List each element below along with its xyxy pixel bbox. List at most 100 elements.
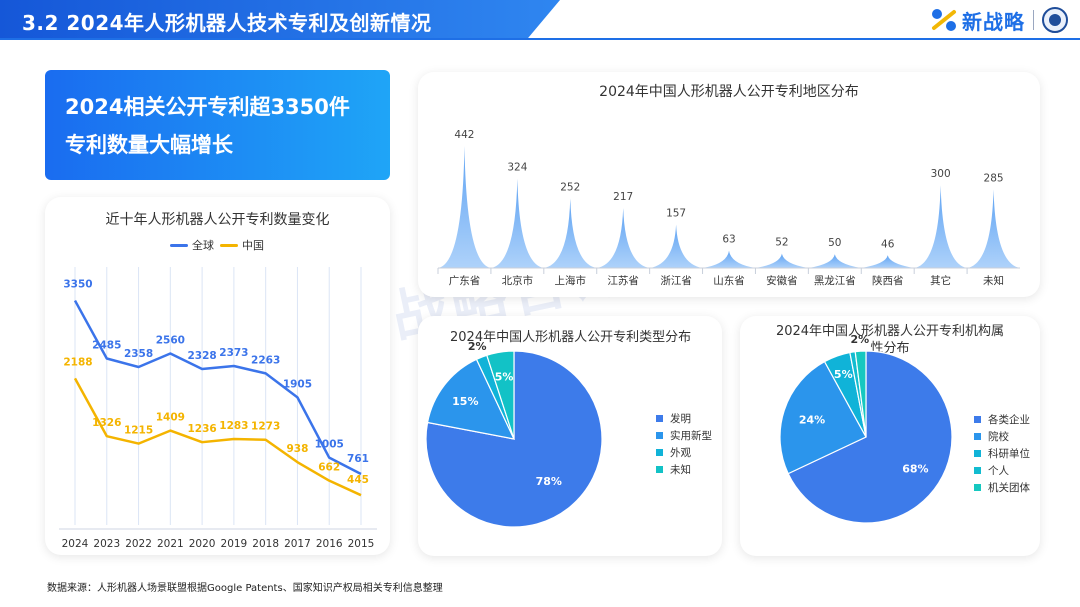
data-label: 1215 [124,425,153,437]
data-label: 1409 [156,412,185,424]
x-tick-label: 2017 [284,538,311,550]
data-label: 52 [775,237,788,249]
x-tick-label: 其它 [930,274,951,287]
data-label: 324 [507,162,527,174]
data-label: 1273 [251,421,280,433]
region-peak [649,224,703,268]
data-label: 445 [347,474,369,486]
slice-label: 78% [536,475,562,488]
type-pie-title: 2024年中国人形机器人公开专利类型分布 [450,330,692,345]
region-peak [702,250,756,268]
page-title: 3.2 2024年人形机器人技术专利及创新情况 [22,11,432,35]
trend-chart-title: 近十年人形机器人公开专利数量变化 [105,212,330,228]
legend-swatch [974,467,981,474]
x-tick-label: 2015 [348,538,375,550]
pie-slice [426,358,516,440]
header-banner [0,0,560,40]
pie-slice [787,350,953,524]
brand-mark-icon [932,9,956,31]
slice-label: 24% [799,413,825,426]
series-line-1 [73,377,362,497]
legend-global-label: 全球 [192,239,214,252]
x-tick-label: 2019 [221,538,248,550]
legend-label: 发明 [670,412,691,425]
page-header: 3.2 2024年人形机器人技术专利及创新情况 新战略 [0,0,1080,40]
region-peak [543,198,597,268]
institution-pie-card: 2024年中国人形机器人公开专利机构属 性分布 68% 24% 5% 2% 各类企业 院校… [740,316,1040,556]
slice-label: 2% [468,340,487,353]
x-tick-label: 江苏省 [607,274,639,287]
trend-chart-card: 近十年人形机器人公开专利数量变化 全球 中国 2024 2023 2022 2021 2… [45,197,390,555]
data-label: 157 [666,208,686,220]
x-tick-label: 广东省 [449,274,481,287]
headline-secondary: 专利数量大幅增长 [65,133,233,157]
x-tick-label: 山东省 [713,274,745,287]
slice-label: 5% [834,368,853,381]
region-peak [808,254,862,268]
region-peak [914,185,968,268]
x-tick-label: 2021 [157,538,184,550]
slice-label: 15% [452,395,478,408]
legend-label: 院校 [988,430,1009,443]
brand-name: 新战略 [962,9,1025,34]
pie-slice [854,350,867,438]
x-tick-label: 北京市 [502,274,534,287]
legend-swatch [974,433,981,440]
legend-global: 全球 [170,237,214,253]
x-tick-label: 上海市 [555,274,587,287]
x-tick-label: 2016 [316,538,343,550]
data-label: 2373 [219,347,248,359]
data-label: 2328 [187,350,216,362]
institution-pie-title-line1: 2024年中国人形机器人公开专利机构属 [775,324,1005,339]
data-source-note: 数据来源：人形机器人场景联盟根据Google Patents、国家知识产权局相关… [47,583,443,594]
headline-primary: 2024相关公开专利超3350件 [65,95,350,119]
x-tick-label: 2024 [62,538,89,550]
data-label: 442 [454,129,474,141]
pie-slice [486,350,515,440]
data-label: 63 [722,234,735,246]
region-peak [861,255,915,268]
data-label: 2485 [92,340,121,352]
legend-label: 机关团体 [988,481,1030,494]
slice-label: 5% [495,370,514,383]
x-tick-label: 安徽省 [766,274,798,287]
data-label: 50 [828,237,841,249]
data-label: 1283 [219,420,248,432]
data-label: 1905 [283,378,312,390]
legend-china-label: 中国 [242,239,264,252]
data-label: 2188 [63,356,92,368]
series-line-0 [73,299,362,476]
data-label: 938 [286,443,308,455]
legend-swatch [656,432,663,439]
association-seal-icon [1042,7,1068,33]
legend-label: 未知 [670,463,691,476]
data-label: 761 [347,453,369,465]
x-tick-label: 2023 [93,538,120,550]
data-label: 217 [613,191,633,203]
x-tick-label: 2018 [252,538,279,550]
trend-line-chart: 2024 2023 2022 2021 2020 2019 2018 2017 2016 2015… [59,267,377,550]
header-divider [0,38,1080,40]
legend-label: 科研单位 [988,447,1030,460]
slice-label: 2% [851,333,870,346]
x-tick-label: 黑龙江省 [814,274,856,287]
legend-global-swatch [170,243,188,247]
region-peak [596,208,650,268]
x-tick-label: 未知 [983,274,1004,287]
logo-divider [1033,10,1034,30]
region-peak [967,189,1020,268]
data-label: 300 [931,168,951,180]
legend-swatch [656,415,663,422]
x-tick-label: 陕西省 [872,274,904,287]
data-label: 2560 [156,334,185,346]
data-label: 1005 [315,439,344,451]
legend-label: 各类企业 [988,413,1030,426]
data-label: 2263 [251,354,280,366]
legend-label: 个人 [988,465,1009,477]
headline-banner: 2024相关公开专利超3350件 专利数量大幅增长 [45,70,390,180]
legend-swatch [974,416,981,423]
legend-swatch [656,449,663,456]
slice-label: 68% [902,462,928,475]
legend-swatch [974,484,981,491]
